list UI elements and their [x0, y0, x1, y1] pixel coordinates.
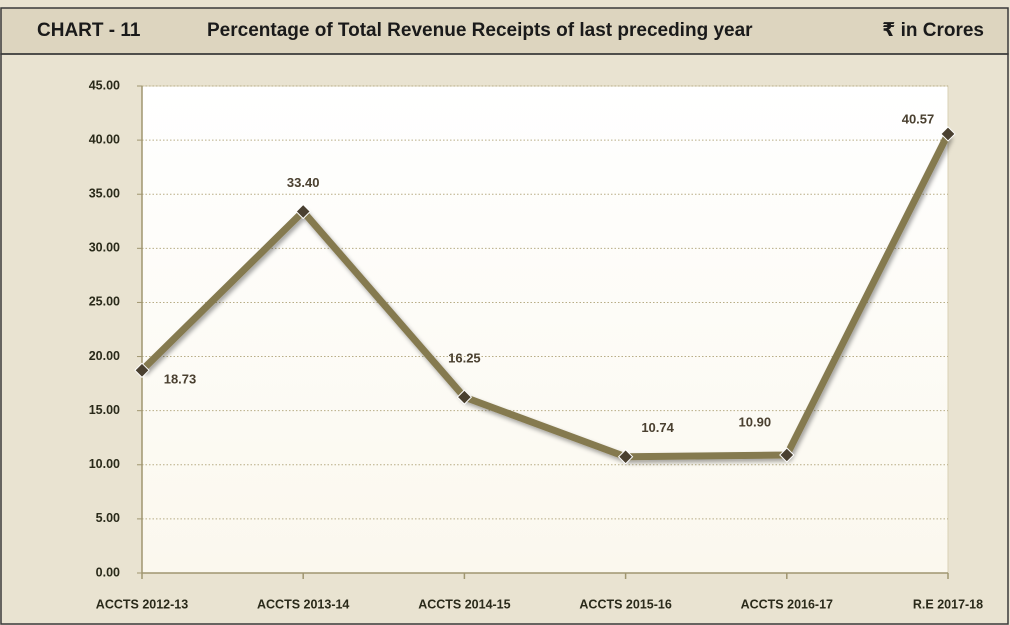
x-tick-label: ACCTS 2012-13 [96, 597, 188, 611]
y-tick-label: 25.00 [89, 295, 120, 309]
x-tick-label: ACCTS 2015-16 [579, 597, 671, 611]
x-tick-label: ACCTS 2014-15 [418, 597, 510, 611]
x-tick-label: R.E 2017-18 [913, 597, 983, 611]
marker [134, 362, 150, 379]
y-tick-label: 20.00 [89, 349, 120, 363]
header-bar [0, 7, 1009, 55]
data-label: 33.40 [287, 175, 320, 190]
y-tick-label: 10.00 [89, 457, 120, 471]
plot-area [141, 85, 949, 574]
frame [0, 53, 1009, 625]
y-tick-label: 45.00 [89, 78, 120, 92]
line [139, 132, 952, 461]
marker [940, 126, 956, 142]
marker [779, 447, 795, 463]
y-tick-label: 15.00 [89, 403, 120, 417]
y-tick-label: 40.00 [89, 132, 120, 146]
data-label: 16.25 [448, 351, 481, 366]
data-label: 10.74 [641, 420, 674, 435]
chart-title: Percentage of Total Revenue Receipts of … [207, 20, 753, 41]
y-tick-label: 35.00 [89, 187, 120, 201]
x-tick-label: ACCTS 2013-14 [257, 597, 349, 611]
marker [456, 389, 473, 405]
marker [295, 203, 311, 220]
chart-number: CHART - 11 [37, 20, 141, 41]
data-label: 40.57 [902, 111, 935, 126]
unit-label: ₹ in Crores [882, 20, 984, 41]
x-tick-label: ACCTS 2016-17 [741, 597, 833, 611]
y-tick-label: 30.00 [89, 241, 120, 255]
marker [617, 449, 634, 465]
y-tick-label: 0.00 [96, 565, 120, 579]
data-label: 18.73 [164, 372, 197, 387]
data-label: 10.90 [739, 414, 772, 429]
y-tick-label: 5.00 [96, 511, 120, 525]
